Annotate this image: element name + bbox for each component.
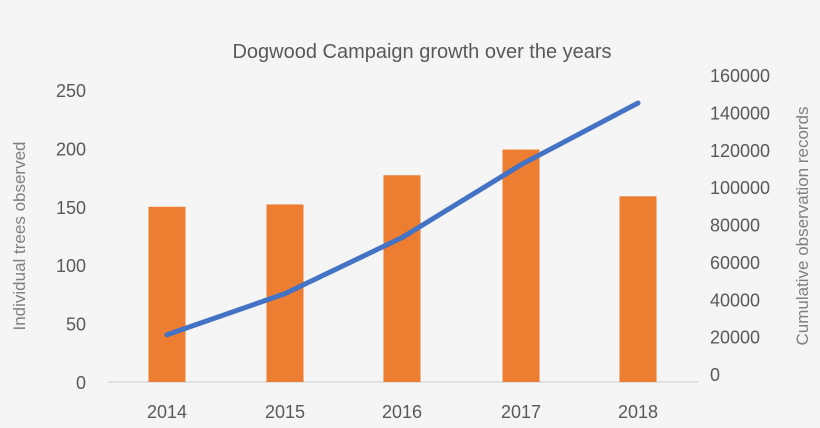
right-tick-label: 100000 bbox=[710, 178, 770, 198]
left-axis-ticks: 0 50 100 150 200 250 bbox=[56, 81, 86, 393]
right-axis-title: Cumulative observation records bbox=[793, 106, 812, 345]
left-tick-label: 150 bbox=[56, 198, 86, 218]
left-tick-label: 50 bbox=[66, 315, 86, 335]
x-axis-labels: 2014 2015 2016 2017 2018 bbox=[147, 402, 658, 422]
line-series bbox=[164, 100, 641, 338]
x-tick-label: 2017 bbox=[501, 402, 541, 422]
left-tick-label: 250 bbox=[56, 81, 86, 101]
x-tick-label: 2018 bbox=[618, 402, 658, 422]
left-tick-label: 100 bbox=[56, 256, 86, 276]
right-tick-label: 20000 bbox=[710, 328, 760, 348]
right-tick-label: 120000 bbox=[710, 141, 770, 161]
bar-2018 bbox=[619, 196, 657, 382]
left-tick-label: 0 bbox=[76, 373, 86, 393]
bar-series bbox=[148, 149, 657, 382]
x-tick-label: 2014 bbox=[147, 402, 187, 422]
x-tick-label: 2016 bbox=[382, 402, 422, 422]
right-tick-label: 160000 bbox=[710, 66, 770, 86]
right-tick-label: 80000 bbox=[710, 216, 760, 236]
right-tick-label: 140000 bbox=[710, 103, 770, 123]
bar-2014 bbox=[148, 206, 186, 382]
left-tick-label: 200 bbox=[56, 139, 86, 159]
right-tick-label: 60000 bbox=[710, 253, 760, 273]
bar-2016 bbox=[383, 175, 421, 382]
right-axis-ticks: 0 20000 40000 60000 80000 100000 120000 140000 1… bbox=[710, 66, 770, 385]
bar-2017 bbox=[502, 149, 540, 382]
x-tick-label: 2015 bbox=[265, 402, 305, 422]
left-axis-title: Individual trees observed bbox=[10, 141, 29, 330]
right-tick-label: 40000 bbox=[710, 290, 760, 310]
right-tick-label: 0 bbox=[710, 365, 720, 385]
chart-title: Dogwood Campaign growth over the years bbox=[232, 41, 611, 63]
